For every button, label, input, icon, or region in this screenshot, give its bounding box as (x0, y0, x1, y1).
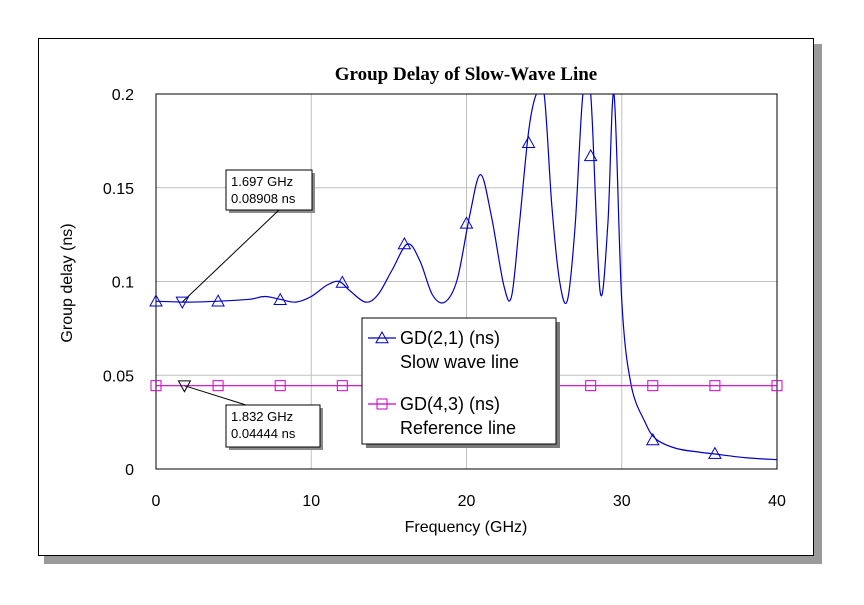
x-axis-ticks: 0 10 20 30 40 (152, 493, 786, 510)
y-tick-label-1: 0.05 (103, 368, 134, 385)
marker-label-frequency: 1.697 GHz (231, 174, 293, 189)
marker-label-value: 0.08908 ns (231, 191, 296, 206)
marker-callouts: 1.697 GHz 0.08908 ns 1.832 GHz 0.04444 ns (175, 169, 323, 450)
series-line-1 (156, 94, 777, 461)
legend-box (361, 317, 557, 445)
marker-leader-line (182, 209, 280, 303)
legend-name-1: GD(2,1) (ns) (400, 328, 500, 348)
x-tick-label-0: 0 (152, 493, 161, 510)
y-tick-label-4: 0.2 (112, 87, 134, 104)
series-1-point-9 (708, 446, 722, 459)
legend-entry-2: GD(4,3) (ns) Reference line (368, 394, 516, 438)
marker-symbol (177, 380, 192, 393)
marker-box (225, 169, 313, 211)
x-axis-label: Frequency (GHz) (405, 519, 528, 536)
series-2-point-2 (212, 380, 224, 392)
series-1-point-0 (149, 294, 163, 307)
legend-name-2: GD(4,3) (ns) (400, 394, 500, 414)
series-1-symbols (149, 135, 722, 459)
series-2-point-9 (647, 380, 659, 392)
y-axis-label: Group delay (ns) (59, 223, 76, 342)
marker-label-value: 0.04444 ns (231, 426, 296, 441)
legend-description-2: Reference line (400, 418, 516, 438)
series-1-point-2 (273, 292, 288, 305)
x-tick-label-1: 10 (302, 493, 320, 510)
x-tick-label-2: 20 (458, 493, 476, 510)
series-1-point-5 (459, 216, 474, 229)
y-tick-label-3: 0.15 (103, 181, 134, 198)
series-2-point-8 (585, 380, 597, 392)
series-2-point-3 (274, 380, 286, 392)
legend-symbol-1 (375, 330, 389, 344)
marker-box (225, 404, 321, 448)
series-1-point-1 (211, 294, 225, 307)
series-2-point-10 (709, 380, 721, 392)
marker-leader-line (184, 385, 247, 406)
marker-symbol (175, 296, 190, 310)
x-tick-label-4: 40 (768, 493, 786, 510)
series-2-point-11 (771, 380, 783, 392)
y-tick-label-2: 0.1 (112, 275, 134, 292)
series-1-point-8 (645, 432, 660, 446)
chart-title: Group Delay of Slow-Wave Line (335, 64, 598, 85)
series-2-point-4 (336, 380, 348, 392)
legend-description-1: Slow wave line (400, 352, 519, 372)
series-1-point-6 (521, 135, 536, 149)
series-1-point-4 (397, 236, 412, 250)
legend-symbol-2 (376, 398, 388, 410)
chart-frame (38, 38, 814, 556)
series-1-point-3 (335, 275, 350, 288)
marker-callout-1: 1.697 GHz 0.08908 ns (175, 169, 315, 310)
marker-label-frequency: 1.832 GHz (231, 409, 293, 424)
y-tick-label-0: 0 (125, 462, 134, 479)
series-2-point-0 (150, 380, 162, 392)
series-2-symbols (150, 380, 783, 392)
x-tick-label-3: 30 (613, 493, 631, 510)
legend-entry-1: GD(2,1) (ns) Slow wave line (368, 328, 519, 372)
legend: GD(2,1) (ns) Slow wave line GD(4,3) (ns) Re… (361, 317, 560, 448)
series-1 (156, 94, 777, 461)
series-1-point-7 (583, 148, 598, 162)
y-axis-ticks: 0 0.05 0.1 0.15 0.2 (103, 87, 134, 479)
marker-callout-2: 1.832 GHz 0.04444 ns (177, 380, 323, 450)
plot-area (155, 93, 778, 470)
